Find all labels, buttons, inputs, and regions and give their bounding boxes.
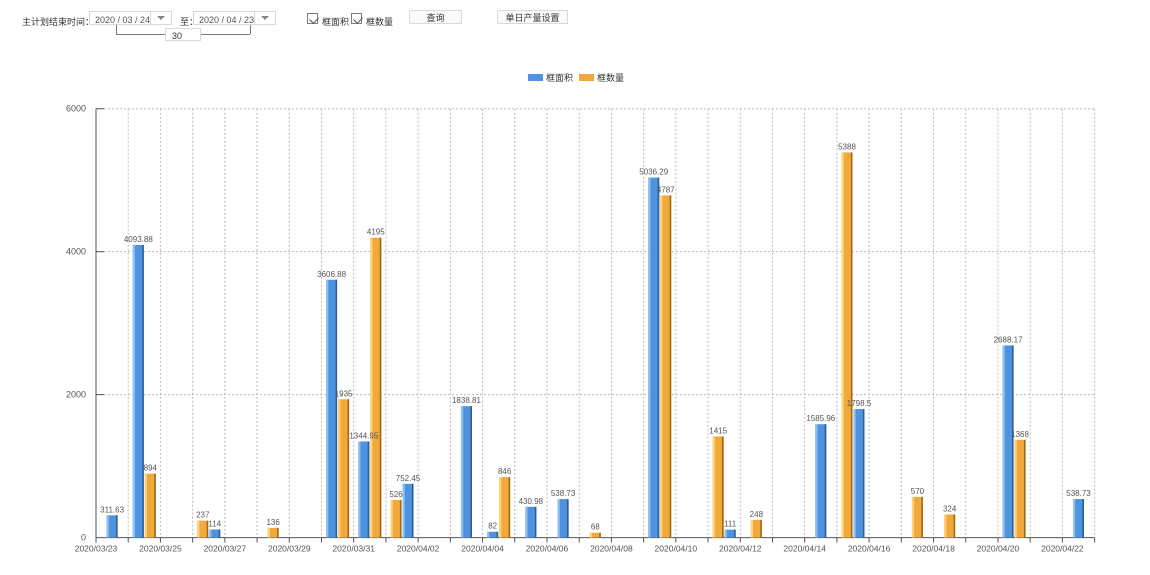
svg-text:1415: 1415 <box>709 426 727 435</box>
svg-text:1935: 1935 <box>335 389 353 398</box>
svg-text:2020/04/08: 2020/04/08 <box>590 544 633 554</box>
svg-text:2020/04/18: 2020/04/18 <box>912 544 955 554</box>
svg-text:2020/03/23: 2020/03/23 <box>75 544 118 554</box>
svg-text:2020/03/25: 2020/03/25 <box>139 544 182 554</box>
svg-text:538.73: 538.73 <box>551 489 576 498</box>
svg-text:311.63: 311.63 <box>100 505 124 514</box>
svg-text:2020/04/14: 2020/04/14 <box>783 544 826 554</box>
svg-text:1344.95: 1344.95 <box>349 431 378 440</box>
svg-text:4000: 4000 <box>66 247 86 257</box>
svg-text:2020/03/29: 2020/03/29 <box>268 544 311 554</box>
svg-text:6000: 6000 <box>66 104 86 114</box>
svg-text:2688.17: 2688.17 <box>994 335 1023 344</box>
svg-text:1585.96: 1585.96 <box>806 414 835 423</box>
svg-text:5036.29: 5036.29 <box>639 168 668 177</box>
svg-text:894: 894 <box>144 464 158 473</box>
svg-text:2020/04/22: 2020/04/22 <box>1041 544 1084 554</box>
svg-text:114: 114 <box>208 519 221 528</box>
svg-text:4787: 4787 <box>657 185 675 194</box>
svg-text:2020/03/27: 2020/03/27 <box>204 544 247 554</box>
svg-text:68: 68 <box>591 523 600 532</box>
svg-text:4093.88: 4093.88 <box>124 235 153 244</box>
svg-text:324: 324 <box>943 504 957 513</box>
svg-text:82: 82 <box>488 522 497 531</box>
svg-text:5388: 5388 <box>838 142 856 151</box>
svg-text:570: 570 <box>911 487 925 496</box>
svg-text:3606.88: 3606.88 <box>317 270 346 279</box>
svg-text:237: 237 <box>196 511 210 520</box>
svg-text:4195: 4195 <box>367 228 385 237</box>
svg-text:752.45: 752.45 <box>396 474 421 483</box>
svg-text:2020/04/16: 2020/04/16 <box>848 544 891 554</box>
svg-text:136: 136 <box>266 518 280 527</box>
svg-text:2000: 2000 <box>66 390 86 400</box>
svg-text:2020/04/02: 2020/04/02 <box>397 544 440 554</box>
svg-text:2020/04/20: 2020/04/20 <box>977 544 1020 554</box>
svg-text:0: 0 <box>81 533 86 543</box>
svg-text:2020/04/04: 2020/04/04 <box>461 544 504 554</box>
svg-text:2020/04/12: 2020/04/12 <box>719 544 762 554</box>
svg-text:526: 526 <box>389 490 403 499</box>
svg-text:1798.5: 1798.5 <box>847 399 872 408</box>
svg-text:1838.81: 1838.81 <box>452 396 481 405</box>
svg-text:2020/04/06: 2020/04/06 <box>526 544 569 554</box>
svg-text:1368: 1368 <box>1011 430 1029 439</box>
svg-text:846: 846 <box>498 467 512 476</box>
svg-text:538.73: 538.73 <box>1066 489 1091 498</box>
svg-text:248: 248 <box>750 510 764 519</box>
svg-text:430.98: 430.98 <box>519 497 544 506</box>
svg-text:111: 111 <box>724 520 737 529</box>
svg-text:2020/04/10: 2020/04/10 <box>655 544 698 554</box>
svg-text:2020/03/31: 2020/03/31 <box>332 544 375 554</box>
